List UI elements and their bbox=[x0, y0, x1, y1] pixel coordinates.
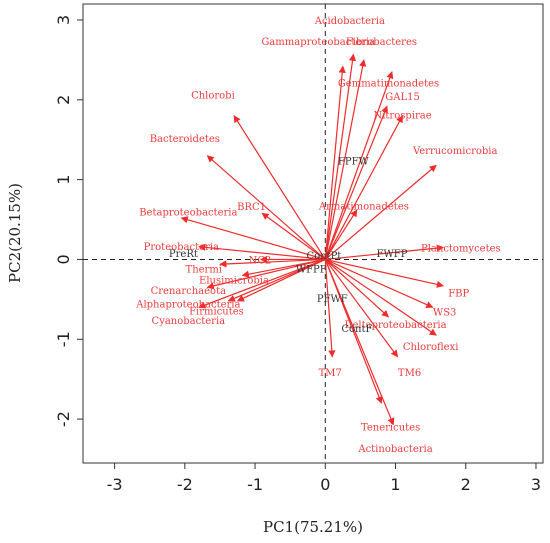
species-label: Verrucomicrobia bbox=[412, 146, 498, 157]
site-label: WFPF bbox=[296, 264, 327, 275]
loading-arrow bbox=[324, 259, 399, 358]
site-label: FPFW bbox=[338, 157, 370, 168]
species-label: Elusimicrobia bbox=[199, 275, 269, 286]
species-label: Gammaproteobacteria bbox=[261, 37, 375, 48]
loading-arrow bbox=[325, 258, 434, 308]
loading-arrow bbox=[324, 53, 357, 260]
x-tick-label: -1 bbox=[247, 475, 263, 494]
species-label: Armatimonadetes bbox=[318, 201, 409, 212]
loading-arrow bbox=[206, 258, 326, 290]
plot-frame bbox=[82, 3, 544, 464]
site-labels: FPFW FWFP PreRt ContPt WFPF PFWF ContF bbox=[169, 157, 408, 336]
loading-arrows bbox=[180, 53, 444, 426]
species-label: Crenarchaeota bbox=[151, 286, 226, 297]
loading-arrow bbox=[324, 259, 395, 426]
species-label: Acidobacteria bbox=[314, 16, 385, 27]
axis-ticks: -3 -2 -1 0 1 2 3 -2 -1 0 1 2 3 bbox=[54, 15, 541, 494]
loading-arrow bbox=[219, 258, 326, 268]
species-label: TM7 bbox=[319, 368, 342, 379]
species-labels: Acidobacteria GammaproteobacteriaFibrobac… bbox=[135, 16, 500, 455]
loading-arrow bbox=[324, 65, 346, 260]
species-label: Betaproteobacteria bbox=[139, 208, 237, 219]
x-tick-label: 3 bbox=[531, 475, 541, 494]
x-tick-label: 1 bbox=[390, 475, 400, 494]
species-label: Actinobacteria bbox=[357, 444, 432, 455]
species-label: Proteobacteria bbox=[144, 242, 219, 253]
site-label: ContF bbox=[341, 324, 372, 335]
loading-arrow bbox=[233, 115, 326, 260]
species-label: Alphaproteobacteria bbox=[135, 299, 240, 310]
y-axis-label: PC2(20.15%) bbox=[6, 183, 24, 283]
species-label: Bacteroidetes bbox=[150, 134, 220, 145]
loading-arrow bbox=[236, 258, 326, 302]
loading-arrow bbox=[325, 244, 444, 261]
loading-arrow bbox=[324, 258, 390, 318]
loading-arrow bbox=[198, 243, 326, 261]
species-label: Tenericutes bbox=[361, 422, 420, 433]
x-tick-label: 2 bbox=[461, 475, 471, 494]
loading-arrow bbox=[324, 259, 336, 358]
loading-arrow bbox=[324, 71, 394, 260]
loading-arrow bbox=[324, 209, 358, 260]
species-label: Cyanobacteria bbox=[152, 316, 226, 327]
x-tick-label: -3 bbox=[107, 475, 123, 494]
site-label: PFWF bbox=[317, 294, 348, 305]
species-label: GAL15 bbox=[385, 92, 420, 103]
site-label: ContPt bbox=[306, 251, 341, 262]
species-label: NC2 bbox=[249, 256, 272, 267]
site-label: FWFP bbox=[377, 249, 408, 260]
loading-arrow bbox=[227, 258, 326, 302]
loading-arrow bbox=[324, 105, 389, 260]
species-label: Chloroflexi bbox=[403, 342, 459, 353]
species-label: BRC1 bbox=[237, 202, 266, 213]
loading-arrow bbox=[261, 212, 326, 260]
y-tick-label: -1 bbox=[54, 331, 73, 347]
y-tick-label: 1 bbox=[54, 175, 73, 185]
x-tick-label: 0 bbox=[320, 475, 330, 494]
species-label: Deltaproteobacteria bbox=[344, 320, 446, 331]
reference-lines bbox=[83, 4, 543, 463]
species-label: FBP bbox=[448, 288, 469, 299]
y-tick-label: 0 bbox=[54, 254, 73, 264]
species-label: TM6 bbox=[398, 368, 421, 379]
loading-arrow bbox=[206, 155, 326, 260]
species-label: Gemmatimonadetes bbox=[338, 78, 439, 89]
loading-arrow bbox=[324, 59, 367, 260]
loading-arrow bbox=[180, 216, 326, 261]
x-axis-label: PC1(75.21%) bbox=[263, 518, 363, 536]
loading-arrow bbox=[324, 164, 437, 260]
loading-arrow bbox=[324, 115, 404, 260]
x-tick-label: -2 bbox=[177, 475, 193, 494]
species-label: WS3 bbox=[433, 307, 457, 318]
y-tick-label: 3 bbox=[54, 15, 73, 25]
y-tick-label: 2 bbox=[54, 95, 73, 105]
species-label: Planctomycetes bbox=[421, 244, 501, 255]
loading-arrow bbox=[325, 258, 444, 288]
species-label: Firmicutes bbox=[189, 307, 244, 318]
loading-arrow bbox=[198, 258, 326, 309]
site-label: PreRt bbox=[169, 249, 198, 260]
species-label: Nitrospirae bbox=[373, 110, 431, 121]
loading-arrow bbox=[324, 258, 437, 336]
y-tick-label: -2 bbox=[54, 411, 73, 427]
species-label: Fibrobacteres bbox=[346, 37, 417, 48]
species-label: Chlorobi bbox=[191, 90, 235, 101]
species-label: Thermi bbox=[186, 264, 223, 275]
